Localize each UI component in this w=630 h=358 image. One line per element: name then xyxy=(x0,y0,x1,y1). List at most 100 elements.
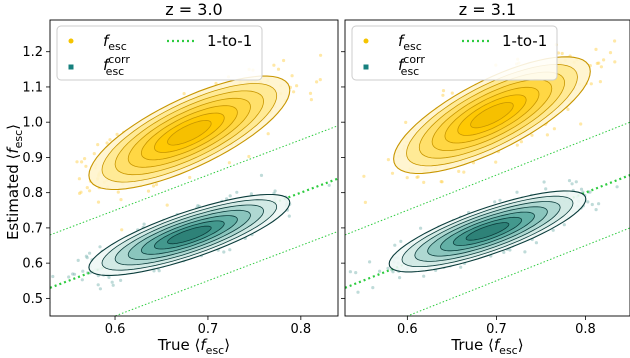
data-point-fesc xyxy=(441,93,445,97)
y-tick-label: 0.6 xyxy=(22,257,43,272)
data-point-corr xyxy=(615,185,619,189)
data-point-fesc xyxy=(613,60,617,64)
y-tick-label: 0.5 xyxy=(22,292,43,307)
data-point-fesc xyxy=(462,170,466,174)
data-point-corr xyxy=(574,180,578,184)
data-point-fesc xyxy=(390,171,395,175)
legend-label-one-to-one: 1-to-1 xyxy=(502,32,547,50)
data-point-fesc xyxy=(318,78,322,82)
data-point-fesc xyxy=(319,53,323,57)
upper-bound-line xyxy=(50,125,338,236)
data-point-corr xyxy=(235,190,239,194)
data-point-corr xyxy=(368,260,372,264)
data-point-corr xyxy=(228,194,232,198)
data-point-fesc xyxy=(108,138,112,142)
axes-frame xyxy=(49,19,339,317)
data-point-fesc xyxy=(560,51,564,56)
data-point-fesc xyxy=(602,58,606,62)
data-point-corr xyxy=(419,226,423,230)
panel-title: z = 3.1 xyxy=(459,0,516,19)
data-point-fesc xyxy=(404,120,408,124)
data-point-corr xyxy=(391,270,395,274)
data-point-fesc xyxy=(315,80,319,84)
data-point-fesc xyxy=(188,175,192,180)
x-tick-label: 0.6 xyxy=(105,322,126,337)
data-point-fesc xyxy=(88,189,92,193)
data-point-corr xyxy=(567,179,572,183)
data-point-fesc xyxy=(363,200,367,204)
data-point-fesc xyxy=(77,177,81,181)
data-point-corr xyxy=(98,287,102,291)
data-point-corr xyxy=(586,200,590,204)
y-tick-label: 1.1 xyxy=(22,80,43,95)
data-point-corr xyxy=(562,223,566,227)
data-point-fesc xyxy=(115,132,119,136)
data-point-corr xyxy=(71,272,75,276)
data-point-corr xyxy=(493,200,497,204)
data-point-corr xyxy=(249,192,253,196)
data-point-corr xyxy=(88,251,92,255)
axes-frame xyxy=(344,19,630,317)
data-point-fesc xyxy=(80,160,84,164)
data-point-corr xyxy=(222,250,226,254)
legend-label-corr: fcorr esc xyxy=(103,53,130,78)
legend-marker-fesc xyxy=(68,38,74,44)
data-point-corr xyxy=(356,290,360,294)
data-point-fesc xyxy=(105,141,109,145)
data-point-fesc xyxy=(416,175,420,179)
data-point-fesc xyxy=(85,186,89,190)
y-tick-label: 1.0 xyxy=(22,116,43,131)
data-point-fesc xyxy=(515,143,519,147)
data-point-fesc xyxy=(519,140,524,144)
data-point-fesc xyxy=(613,39,617,43)
data-point-fesc xyxy=(457,169,461,173)
data-point-corr xyxy=(107,275,111,279)
data-point-corr xyxy=(196,204,200,208)
x-tick-label: 0.8 xyxy=(575,322,596,337)
data-point-corr xyxy=(96,283,100,287)
data-point-corr xyxy=(534,241,539,245)
data-point-fesc xyxy=(214,81,218,86)
data-point-fesc xyxy=(494,160,498,164)
data-point-fesc xyxy=(450,91,454,95)
data-point-fesc xyxy=(290,74,294,78)
contours-fesc xyxy=(88,75,291,191)
x-axis-label-right: True ⟨fesc⟩ xyxy=(450,336,523,357)
legend-label-fesc: fesc xyxy=(398,32,422,53)
data-point-corr xyxy=(551,228,555,232)
data-point-fesc xyxy=(530,133,534,137)
data-point-corr xyxy=(80,278,84,282)
legend-box xyxy=(56,25,263,81)
data-point-corr xyxy=(544,187,548,191)
data-point-fesc xyxy=(608,51,613,55)
data-point-fesc xyxy=(589,82,593,86)
y-tick-label: 1.2 xyxy=(22,45,43,60)
data-point-corr xyxy=(594,208,598,212)
data-point-corr xyxy=(98,245,102,249)
data-point-fesc xyxy=(566,107,570,111)
contour-level xyxy=(167,225,212,245)
data-point-corr xyxy=(588,190,592,194)
contour-level xyxy=(167,119,212,146)
data-point-corr xyxy=(152,269,156,273)
legend-marker-corr xyxy=(68,64,74,70)
data-point-fesc xyxy=(292,90,296,94)
data-point-fesc xyxy=(295,84,299,88)
data-point-fesc xyxy=(405,176,409,180)
legend-label-corr: fcorr esc xyxy=(398,53,425,78)
data-point-corr xyxy=(327,183,331,187)
data-point-corr xyxy=(142,222,146,226)
data-point-fesc xyxy=(386,158,390,162)
data-point-fesc xyxy=(579,122,583,126)
x-tick-label: 0.6 xyxy=(397,322,418,337)
x-tick-label: 0.7 xyxy=(486,322,507,337)
data-point-fesc xyxy=(116,190,120,194)
data-point-corr xyxy=(111,283,115,287)
data-point-corr xyxy=(542,180,546,184)
plot-area xyxy=(345,39,630,316)
data-point-fesc xyxy=(439,180,443,184)
data-point-fesc xyxy=(441,89,446,93)
y-axis-label: Estimated ⟨fesc⟩ xyxy=(4,124,25,240)
data-point-fesc xyxy=(151,184,156,188)
